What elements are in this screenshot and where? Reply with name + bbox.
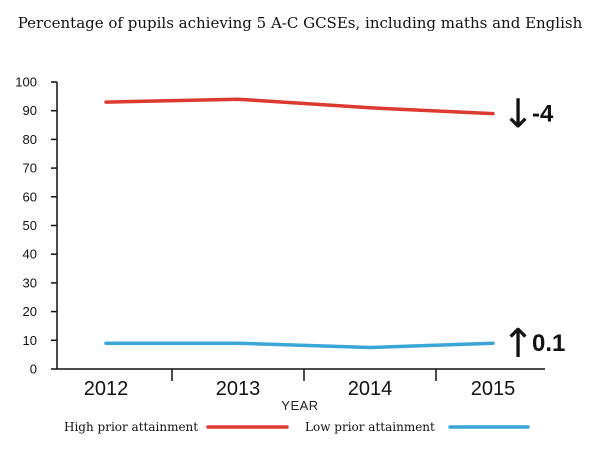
y-tick-labels: 0 10 20 30 40 50 60 70 80 90 100 <box>15 75 37 377</box>
x-tick-label: 2013 <box>216 378 261 400</box>
y-tick-label: 20 <box>23 304 37 319</box>
x-tick-labels: 2012 2013 2014 2015 <box>84 378 516 400</box>
y-tick-label: 50 <box>23 218 37 233</box>
x-tick-label: 2012 <box>84 378 129 400</box>
chart-title: Percentage of pupils achieving 5 A-C GCS… <box>17 14 583 32</box>
y-tick-label: 60 <box>23 189 37 204</box>
y-tick-label: 90 <box>23 103 37 118</box>
x-tick-label: 2015 <box>471 378 516 400</box>
legend: High prior attainment Low prior attainmen… <box>64 420 530 434</box>
annotations: ↓-4 ↑0.1 <box>501 92 565 368</box>
change-label: 0.1 <box>532 330 565 357</box>
y-tick-label: 80 <box>23 132 37 147</box>
y-tick-label: 0 <box>30 362 37 377</box>
arrow-down-icon: ↓ <box>501 92 535 138</box>
arrow-up-icon: ↑ <box>501 321 535 367</box>
y-tick-label: 100 <box>15 75 37 90</box>
legend-label: Low prior attainment <box>305 420 435 434</box>
series-line-low-prior-attainment <box>104 341 495 350</box>
series-lines <box>104 97 495 350</box>
y-tick-label: 40 <box>23 247 37 262</box>
x-tick-label: 2014 <box>348 378 393 400</box>
x-axis-title: YEAR <box>281 398 318 413</box>
legend-label: High prior attainment <box>64 420 198 434</box>
axes <box>51 81 545 381</box>
change-label: -4 <box>532 101 554 128</box>
y-tick-label: 70 <box>23 161 37 176</box>
series-line-high-prior-attainment <box>104 97 495 116</box>
y-tick-label: 10 <box>23 333 37 348</box>
y-tick-label: 30 <box>23 275 37 290</box>
